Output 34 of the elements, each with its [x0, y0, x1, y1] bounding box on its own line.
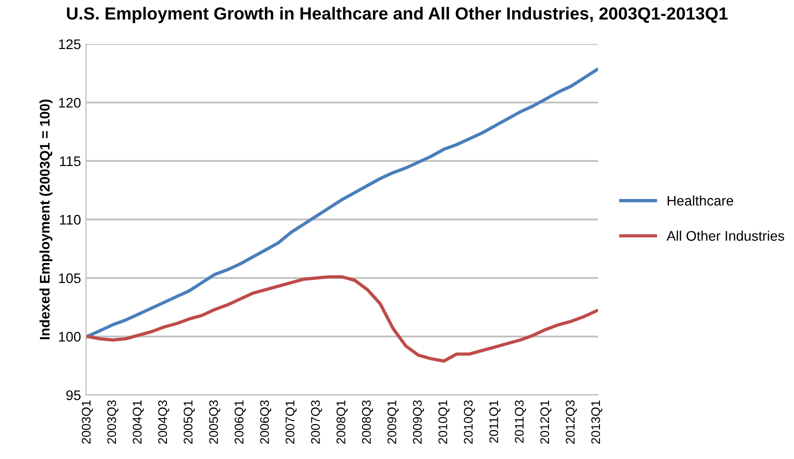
x-tick-label: 2011Q1 — [489, 400, 500, 443]
x-tick-label: 2013Q1 — [591, 400, 602, 444]
x-tick-label: 2010Q1 — [438, 400, 450, 444]
y-axis-title: Indexed Employment (2003Q1 = 100) — [39, 100, 52, 340]
x-tick-label: 2006Q1 — [234, 400, 246, 444]
x-tick-label: 2009Q3 — [412, 400, 424, 444]
x-tick-label: 2010Q3 — [464, 400, 475, 444]
x-tick-label: 2012Q1 — [540, 400, 552, 444]
x-tick-label: 2008Q3 — [362, 400, 374, 444]
x-tick-label: 2007Q3 — [311, 400, 322, 444]
x-tick-label: 2004Q3 — [158, 400, 170, 444]
y-tick-label: 125 — [59, 39, 81, 50]
x-tick-label: 2011Q3 — [514, 400, 526, 443]
legend-label: All Other Industries — [666, 230, 784, 241]
line-series — [86, 275, 598, 363]
y-tick-label: 100 — [59, 332, 81, 342]
x-tick-label: 2005Q1 — [184, 400, 195, 444]
line-series — [86, 68, 598, 338]
chart-title: U.S. Employment Growth in Healthcare and All Other Industries, 2003Q1-2013Q1 — [66, 6, 728, 24]
x-tick-label: 2004Q1 — [132, 400, 144, 444]
y-tick-label: 110 — [60, 214, 81, 225]
y-tick-label: 115 — [60, 156, 81, 166]
legend-label: Healthcare — [668, 195, 734, 206]
y-tick-label: 120 — [59, 98, 81, 108]
x-tick-label: 2006Q3 — [260, 400, 272, 444]
x-tick-label: 2003Q1 — [82, 400, 93, 444]
x-tick-label: 2009Q1 — [387, 400, 399, 444]
x-tick-label: 2005Q3 — [209, 400, 220, 444]
x-tick-label: 2007Q1 — [286, 400, 297, 444]
x-tick-label: 2003Q3 — [107, 400, 118, 444]
x-tick-label: 2012Q3 — [566, 400, 577, 444]
x-tick-label: 2008Q1 — [336, 400, 348, 444]
y-tick-label: 105 — [59, 273, 81, 284]
y-tick-label: 95 — [66, 390, 81, 400]
